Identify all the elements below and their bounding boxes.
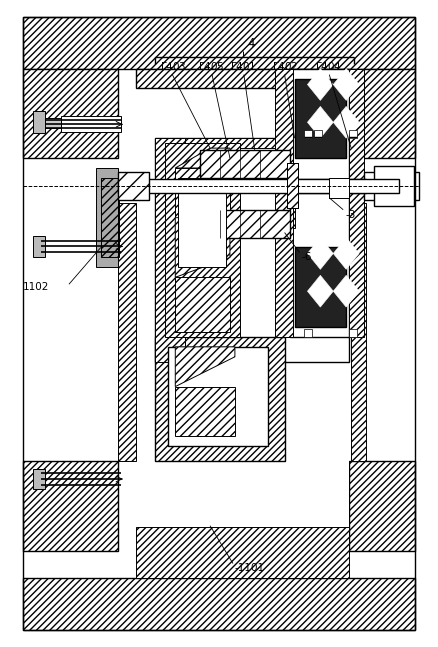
Bar xyxy=(304,130,312,138)
Polygon shape xyxy=(175,217,230,278)
Bar xyxy=(351,203,366,461)
Bar xyxy=(41,118,61,128)
Text: $\Gamma$404: $\Gamma$404 xyxy=(315,60,343,72)
Polygon shape xyxy=(333,69,359,100)
Text: $\Gamma$402: $\Gamma$402 xyxy=(272,60,298,72)
Bar xyxy=(33,236,45,258)
Text: -1101: -1101 xyxy=(235,564,265,573)
Bar xyxy=(374,166,414,206)
Bar xyxy=(118,203,135,461)
Bar xyxy=(178,178,226,267)
Bar xyxy=(314,130,322,138)
Bar xyxy=(23,578,415,630)
Polygon shape xyxy=(175,347,235,387)
Text: -6: -6 xyxy=(301,252,312,263)
Polygon shape xyxy=(175,278,230,332)
Bar xyxy=(165,143,240,337)
Bar xyxy=(155,138,349,148)
Bar xyxy=(286,163,298,208)
Bar xyxy=(200,150,290,178)
Text: $\Gamma$401: $\Gamma$401 xyxy=(230,60,257,72)
Bar xyxy=(285,168,294,228)
Bar xyxy=(364,172,419,200)
Polygon shape xyxy=(307,69,333,100)
Bar xyxy=(23,17,415,69)
Bar xyxy=(349,69,415,158)
Polygon shape xyxy=(333,106,359,138)
Text: 1102: 1102 xyxy=(23,282,49,292)
Bar xyxy=(135,69,349,578)
Bar xyxy=(349,461,415,551)
Bar xyxy=(101,178,119,258)
Text: $\Gamma$403: $\Gamma$403 xyxy=(160,60,187,72)
Polygon shape xyxy=(307,276,333,307)
Bar xyxy=(118,172,149,200)
Bar xyxy=(135,69,349,89)
Bar xyxy=(155,138,185,362)
Polygon shape xyxy=(307,106,333,138)
Bar xyxy=(200,210,290,237)
Bar xyxy=(294,248,346,327)
Polygon shape xyxy=(333,276,359,307)
Polygon shape xyxy=(175,168,230,217)
Bar xyxy=(200,210,290,237)
Text: -3: -3 xyxy=(345,210,356,220)
Text: 4: 4 xyxy=(248,38,255,50)
Polygon shape xyxy=(307,237,333,269)
Bar xyxy=(33,469,45,489)
Bar xyxy=(290,69,349,337)
Bar xyxy=(23,69,118,158)
Bar xyxy=(275,69,293,337)
Text: $\Gamma$405: $\Gamma$405 xyxy=(198,60,225,72)
Bar xyxy=(155,337,285,461)
Bar xyxy=(349,329,357,337)
Bar xyxy=(349,69,364,337)
Polygon shape xyxy=(175,148,230,168)
Bar xyxy=(200,150,290,178)
Bar xyxy=(290,179,399,193)
Bar xyxy=(118,179,366,193)
Bar xyxy=(33,111,45,133)
Bar xyxy=(118,172,149,200)
Bar xyxy=(135,527,349,578)
Bar xyxy=(96,168,118,267)
Bar xyxy=(294,78,346,158)
Bar xyxy=(304,329,312,337)
Bar xyxy=(155,138,349,362)
Bar xyxy=(61,116,120,132)
Bar xyxy=(286,163,298,208)
Bar xyxy=(168,347,268,446)
Bar xyxy=(23,461,118,551)
Bar xyxy=(155,337,285,461)
Polygon shape xyxy=(175,387,235,436)
Bar xyxy=(329,178,349,198)
Polygon shape xyxy=(333,237,359,269)
Bar xyxy=(349,130,357,138)
